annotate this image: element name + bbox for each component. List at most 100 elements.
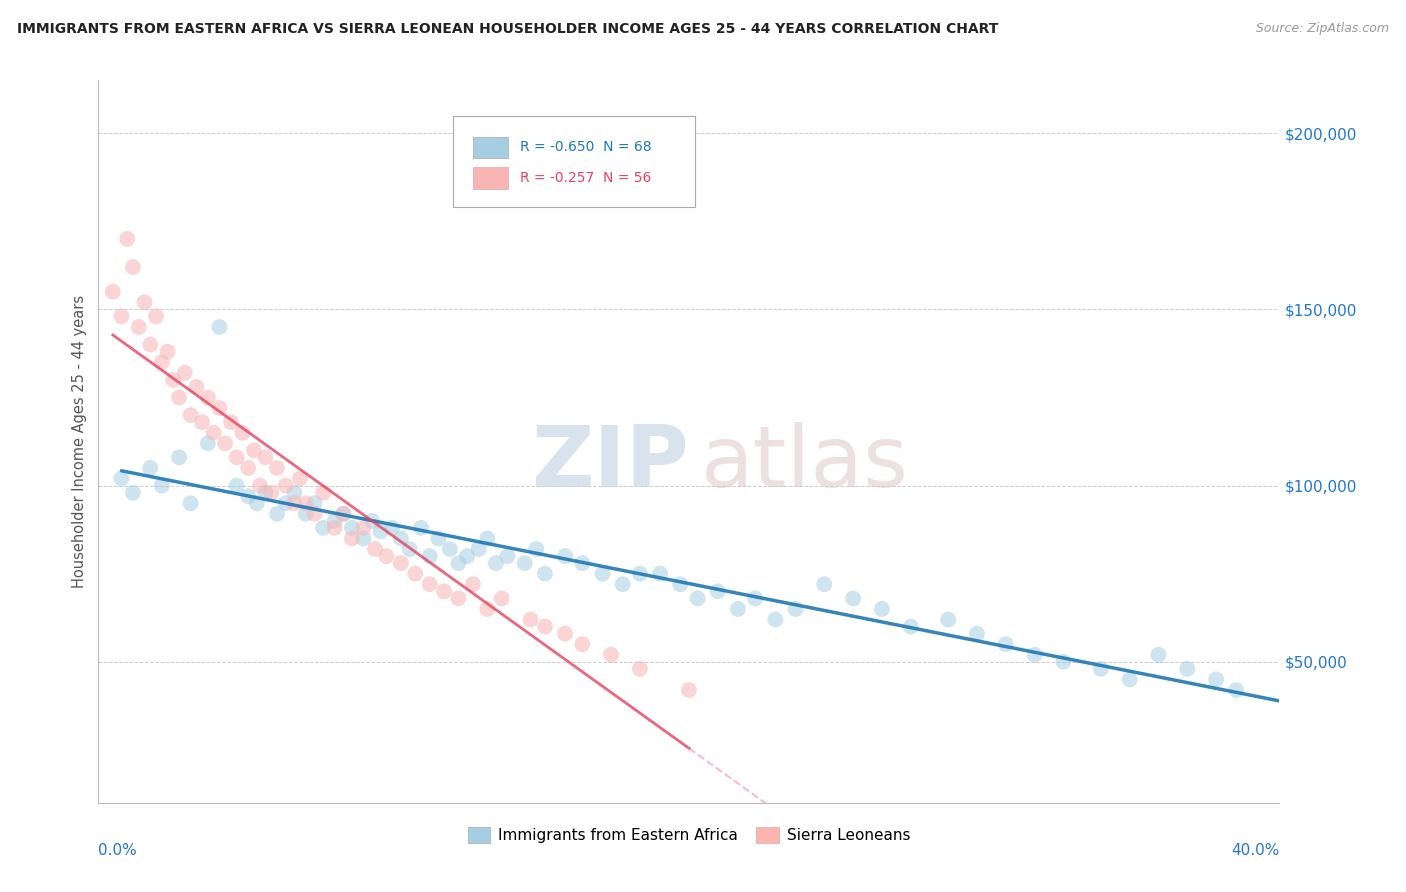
Point: [122, 485, 145, 500]
Point: [870, 602, 893, 616]
Text: R = -0.257  N = 56: R = -0.257 N = 56: [520, 171, 651, 185]
Point: [686, 591, 709, 606]
Point: [813, 577, 835, 591]
Point: [352, 532, 374, 546]
Point: [249, 478, 271, 492]
Point: [145, 310, 167, 324]
Point: [900, 619, 922, 633]
Point: [571, 637, 593, 651]
Point: [266, 461, 288, 475]
Point: [447, 591, 470, 606]
Point: [389, 532, 412, 546]
Point: [706, 584, 728, 599]
Point: [763, 613, 786, 627]
Point: [266, 507, 288, 521]
Text: Source: ZipAtlas.com: Source: ZipAtlas.com: [1256, 22, 1389, 36]
Text: R = -0.650  N = 68: R = -0.650 N = 68: [520, 140, 651, 154]
Point: [254, 450, 277, 465]
Point: [110, 310, 132, 324]
Point: [727, 602, 749, 616]
FancyBboxPatch shape: [453, 117, 695, 207]
Point: [994, 637, 1017, 651]
Point: [162, 373, 184, 387]
Point: [134, 295, 156, 310]
Point: [340, 521, 363, 535]
Point: [496, 549, 519, 563]
Point: [419, 577, 441, 591]
Point: [225, 478, 247, 492]
Point: [361, 514, 384, 528]
Point: [122, 260, 145, 274]
Point: [186, 380, 208, 394]
Point: [180, 408, 202, 422]
Point: [323, 514, 346, 528]
Point: [283, 485, 305, 500]
Bar: [472, 136, 508, 158]
Point: [433, 584, 456, 599]
Point: [231, 425, 253, 440]
Point: [283, 496, 305, 510]
Point: [519, 613, 541, 627]
Point: [389, 556, 412, 570]
Point: [554, 549, 576, 563]
Text: IMMIGRANTS FROM EASTERN AFRICA VS SIERRA LEONEAN HOUSEHOLDER INCOME AGES 25 - 44: IMMIGRANTS FROM EASTERN AFRICA VS SIERRA…: [17, 22, 998, 37]
Point: [524, 542, 547, 557]
Point: [554, 626, 576, 640]
Point: [238, 461, 260, 475]
Point: [1052, 655, 1074, 669]
Point: [246, 496, 269, 510]
Text: ZIP: ZIP: [531, 422, 689, 505]
Point: [208, 401, 231, 415]
Point: [191, 415, 214, 429]
Point: [1024, 648, 1046, 662]
Point: [571, 556, 593, 570]
Point: [534, 619, 557, 633]
Point: [1205, 673, 1227, 687]
Point: [381, 521, 404, 535]
Point: [534, 566, 557, 581]
Point: [485, 556, 508, 570]
Bar: [472, 167, 508, 189]
Point: [167, 391, 190, 405]
Y-axis label: Householder Income Ages 25 - 44 years: Householder Income Ages 25 - 44 years: [72, 295, 87, 588]
Point: [304, 507, 326, 521]
Point: [128, 320, 150, 334]
Point: [477, 602, 499, 616]
Point: [1175, 662, 1198, 676]
Point: [419, 549, 441, 563]
Point: [202, 425, 225, 440]
Point: [600, 648, 623, 662]
Point: [173, 366, 195, 380]
Point: [288, 471, 311, 485]
Point: [491, 591, 513, 606]
Point: [340, 532, 363, 546]
Point: [370, 524, 392, 539]
Point: [936, 613, 959, 627]
Legend: Immigrants from Eastern Africa, Sierra Leoneans: Immigrants from Eastern Africa, Sierra L…: [461, 822, 917, 849]
Point: [238, 489, 260, 503]
Text: 0.0%: 0.0%: [98, 843, 138, 857]
Point: [375, 549, 398, 563]
Point: [323, 521, 346, 535]
Point: [966, 626, 988, 640]
Point: [398, 542, 420, 557]
Point: [295, 507, 318, 521]
Point: [785, 602, 807, 616]
Point: [304, 496, 326, 510]
Point: [439, 542, 461, 557]
Point: [650, 566, 672, 581]
Point: [1147, 648, 1170, 662]
Point: [274, 496, 297, 510]
Point: [208, 320, 231, 334]
Point: [427, 532, 450, 546]
Point: [404, 566, 426, 581]
Point: [214, 436, 236, 450]
Point: [513, 556, 536, 570]
Point: [612, 577, 634, 591]
Point: [628, 566, 651, 581]
Point: [312, 521, 335, 535]
Point: [274, 478, 297, 492]
Point: [669, 577, 692, 591]
Point: [150, 478, 173, 492]
Point: [260, 485, 283, 500]
